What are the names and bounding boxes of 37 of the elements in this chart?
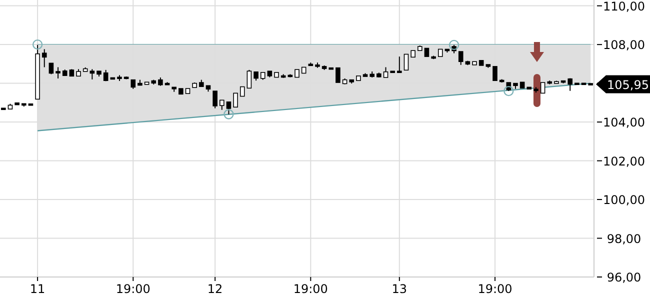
candlestick [404, 54, 409, 71]
y-tick-label: 102,00 [603, 154, 645, 168]
candlestick [568, 78, 573, 92]
candlestick [246, 69, 252, 89]
point [32, 39, 43, 50]
candlestick [540, 82, 546, 94]
x-tick-label: 19:00 [116, 282, 150, 296]
candlestick [336, 67, 340, 83]
y-tick-label: 104,00 [603, 116, 645, 130]
y-tick-label: 98,00 [606, 232, 642, 246]
y-tick-label: 100,00 [603, 193, 645, 208]
candlestick [90, 68, 95, 80]
candlestick [233, 92, 238, 108]
candlestick [130, 79, 136, 90]
candlestick [397, 56, 402, 74]
candlestick [458, 51, 464, 66]
x-tick-label: 12 [207, 282, 223, 296]
candlestick [219, 100, 224, 110]
candlestick [240, 86, 245, 97]
candlestick [492, 66, 498, 81]
candlestick [226, 101, 232, 115]
y-tick-label: 96,00 [606, 270, 642, 284]
candlestick [48, 62, 54, 75]
candlestick [212, 90, 218, 109]
x-tick-label: 13 [392, 282, 408, 296]
point [504, 86, 514, 96]
point [448, 40, 460, 50]
x-tick-label: 11 [30, 282, 46, 296]
y-tick-label: 108,00 [603, 38, 645, 52]
x-tick-label: 19:00 [478, 282, 512, 296]
text: 105,95 [607, 78, 649, 92]
candlestick [42, 48, 47, 68]
y-tick-label: 110,00 [603, 0, 645, 14]
x-tick-label: 19:00 [293, 282, 328, 296]
candlestick [56, 66, 60, 79]
candlestick [383, 66, 388, 78]
point [224, 109, 234, 120]
